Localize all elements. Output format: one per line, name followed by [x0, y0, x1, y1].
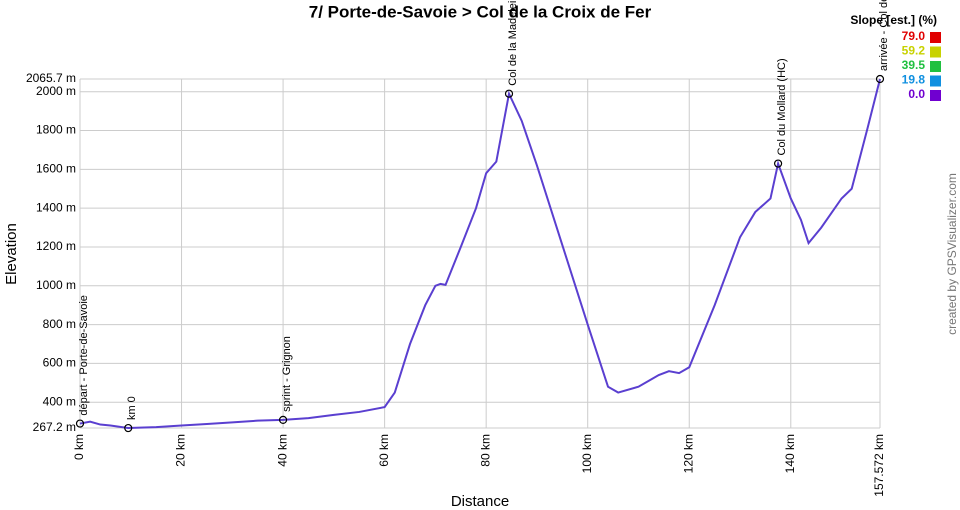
waypoint-marker: [875, 74, 885, 84]
x-tick-label: 140 km: [783, 434, 797, 473]
chart-title: 7/ Porte-de-Savoie > Col de la Croix de …: [309, 2, 652, 21]
legend-swatch: [930, 46, 941, 58]
y-tick-label: 1800 m: [36, 123, 76, 137]
waypoint-label: sprint - Grignon: [281, 336, 293, 412]
x-tick-label: 157.572 km: [872, 434, 886, 497]
y-tick-label: 2000 m: [36, 84, 76, 98]
x-tick-label: 40 km: [275, 434, 289, 467]
y-tick-label: 1400 m: [36, 200, 76, 214]
waypoint-marker: [278, 415, 288, 424]
waypoint-label: km 0: [126, 396, 138, 420]
legend-label: 59.2: [902, 44, 926, 58]
x-tick-label: 0 km: [72, 434, 86, 460]
legend-swatch: [930, 61, 941, 72]
y-tick-label: 1600 m: [36, 162, 76, 176]
legend-title: Slope [est.] (%): [850, 13, 937, 27]
legend-label: 79.0: [902, 29, 926, 43]
x-tick-label: 20 km: [174, 434, 188, 467]
elevation-line: [79, 78, 881, 430]
legend-swatch: [930, 75, 941, 87]
x-tick-label: 120 km: [681, 434, 695, 473]
waypoint-marker: [124, 423, 133, 433]
waypoint-marker: [504, 89, 514, 98]
legend-label: 39.5: [902, 58, 926, 72]
x-tick-label: 80 km: [478, 434, 492, 467]
waypoint-label: départ - Porte-de-Savoie: [78, 295, 90, 415]
y-axis-label: Elevation: [3, 223, 20, 285]
waypoint-label: Col du Mollard (HC): [776, 58, 788, 155]
x-tick-label: 60 km: [377, 434, 391, 467]
legend-label: 19.8: [902, 73, 926, 87]
y-tick-label: 2065.7 m: [26, 71, 76, 85]
waypoint-marker: [75, 419, 85, 428]
y-tick-label: 400 m: [43, 394, 76, 408]
waypoint-label: Col de la Madeleine: [507, 0, 519, 86]
legend-label: 0.0: [908, 87, 925, 101]
x-tick-label: 100 km: [580, 434, 594, 473]
x-axis-label: Distance: [451, 493, 509, 510]
y-tick-label: 1200 m: [36, 239, 76, 253]
legend-swatch: [930, 90, 941, 101]
y-tick-label: 1000 m: [36, 278, 76, 292]
y-tick-label: 800 m: [43, 317, 76, 331]
legend-swatch: [930, 32, 941, 43]
waypoint-marker: [773, 159, 783, 168]
waypoint-label: arrivée - Col de la Croix de Fer: [878, 0, 890, 71]
y-tick-label: 600 m: [43, 356, 76, 370]
y-tick-label: 267.2 m: [33, 420, 76, 434]
credit: created by GPSVisualizer.com: [945, 173, 959, 335]
